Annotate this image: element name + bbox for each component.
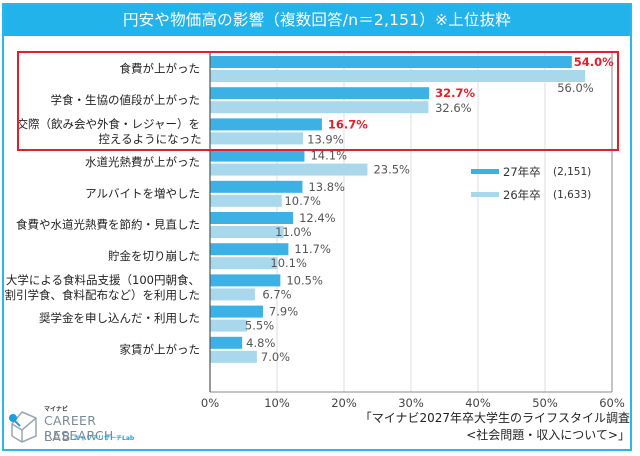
- bar-26: [210, 101, 429, 114]
- x-tick-label: 10%: [264, 396, 290, 410]
- category-label: 控えるようになった: [98, 132, 201, 146]
- category-label: 学食・生協の値段が上がった: [51, 93, 201, 107]
- bar-27: [210, 336, 243, 349]
- value-label-26: 5.5%: [245, 319, 274, 333]
- value-label-27: 13.8%: [308, 180, 345, 194]
- bar-27: [210, 180, 303, 193]
- legend-label-27: 27年卒: [503, 165, 541, 179]
- value-label-26: 11.0%: [275, 225, 312, 239]
- value-label-27: 7.9%: [269, 305, 298, 319]
- chart-title: 円安や物価高の影響（複数回答/n＝2,151）※上位抜粋: [4, 5, 630, 36]
- value-label-27: 11.7%: [294, 242, 331, 256]
- bar-27: [210, 243, 289, 256]
- logo-sub: キャリアリサーチLab: [74, 435, 135, 442]
- value-label-27: 32.7%: [435, 86, 475, 100]
- bar-26: [210, 257, 278, 270]
- category-label: 食費や水道光熱費を節約・見直した: [16, 218, 200, 232]
- logo-cube-icon: [9, 411, 37, 443]
- x-tick-label: 0%: [201, 396, 219, 410]
- value-label-26: 10.1%: [270, 256, 307, 270]
- x-tick-label: 30%: [398, 396, 424, 410]
- category-label: 家賃が上がった: [120, 342, 201, 356]
- source-note: 「マイナビ2027年卒大学生のライフスタイル調査 <社会問題・収入について>」: [360, 410, 630, 444]
- bar-26: [210, 226, 284, 238]
- value-label-26: 32.6%: [435, 101, 472, 115]
- value-label-26: 7.0%: [261, 350, 290, 364]
- x-tick-label: 40%: [465, 396, 491, 410]
- category-label: 水道光熱費が上がった: [85, 155, 200, 169]
- bar-27: [210, 305, 263, 318]
- category-label: 割引学食、食料配布など）を利用した: [5, 288, 201, 302]
- logo-line2: LAB: [44, 429, 72, 444]
- bar-26: [210, 288, 255, 301]
- legend-n-26: (1,633): [553, 189, 591, 201]
- legend-swatch-27: [471, 169, 499, 174]
- value-label-27: 54.0%: [574, 55, 614, 69]
- x-tick-label: 20%: [331, 396, 357, 410]
- legend-swatch-26: [471, 192, 499, 197]
- legend-label-26: 26年卒: [503, 188, 541, 202]
- career-research-lab-logo: マイナビ CAREER RESEARCH LAB キャリアリサーチLab: [8, 402, 168, 450]
- value-label-26: 56.0%: [557, 81, 594, 95]
- source-line-1: 「マイナビ2027年卒大学生のライフスタイル調査: [359, 411, 630, 425]
- value-label-27: 12.4%: [299, 211, 336, 225]
- source-line-2: <社会問題・収入について>」: [466, 428, 630, 442]
- category-label: アルバイトを増やした: [85, 186, 200, 200]
- value-label-27: 10.5%: [286, 273, 323, 287]
- bar-27: [210, 274, 281, 287]
- legend-n-27: (2,151): [553, 166, 591, 178]
- x-tick-label: 60%: [599, 396, 625, 410]
- value-label-26: 13.9%: [307, 132, 344, 146]
- bar-27: [210, 149, 305, 162]
- bar-27: [210, 212, 294, 224]
- bar-26: [210, 319, 247, 332]
- value-label-27: 4.8%: [246, 336, 275, 350]
- value-label-26: 10.7%: [284, 194, 321, 208]
- category-label: 大学による食料品支援（100円朝食、: [6, 273, 200, 287]
- category-label: 奨学金を申し込んだ・利用した: [39, 311, 200, 325]
- logo-brand: マイナビ: [44, 406, 68, 413]
- logo-line1: CAREER RESEARCH: [44, 413, 114, 443]
- bar-26: [210, 132, 304, 145]
- bar-27: [210, 118, 322, 131]
- value-label-26: 23.5%: [373, 163, 410, 177]
- category-label: 食費が上がった: [120, 62, 201, 76]
- value-label-26: 6.7%: [262, 287, 291, 301]
- bar-27: [210, 87, 430, 100]
- value-label-27: 16.7%: [328, 117, 368, 131]
- x-tick-label: 50%: [532, 396, 558, 410]
- bar-27: [210, 56, 572, 68]
- category-label: 交際（飲み会や外食・レジャー）を: [17, 117, 200, 131]
- bar-26: [210, 163, 368, 176]
- highlight-box: [17, 51, 619, 151]
- bar-26: [210, 70, 586, 82]
- bar-26: [210, 194, 282, 207]
- value-label-27: 14.1%: [310, 149, 347, 163]
- bar-26: [210, 350, 257, 363]
- category-label: 貯金を切り崩した: [108, 249, 200, 263]
